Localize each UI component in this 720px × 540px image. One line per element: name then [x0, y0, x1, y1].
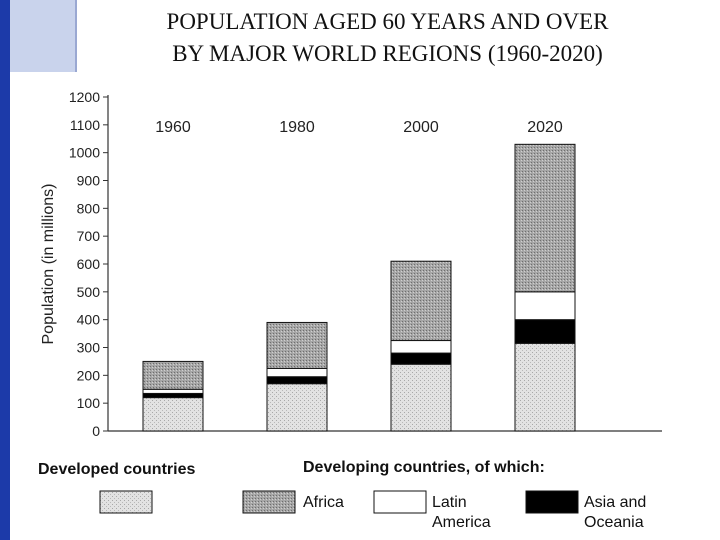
bar-segment-developed-countries	[266, 383, 328, 432]
bar-segment-latin-america	[390, 340, 452, 354]
legend-heading-developed: Developed countries	[38, 461, 195, 478]
bar-segment-developed-countries	[142, 397, 204, 432]
bar-segment-developed-countries	[514, 342, 576, 432]
year-label: 1980	[279, 119, 315, 136]
bar-segment-asia-and-oceania	[514, 319, 576, 344]
y-tick-label: 900	[77, 173, 101, 189]
y-tick-label: 200	[77, 367, 101, 383]
y-tick-label: 100	[77, 395, 101, 411]
bar-segment-asia-and-oceania	[142, 392, 204, 399]
legend-heading-developing: Developing countries, of which:	[303, 459, 545, 476]
legend-label: Asia and	[584, 494, 646, 511]
y-tick-label: 500	[77, 284, 101, 300]
bar-segment-africa	[514, 143, 576, 293]
bar-segment-asia-and-oceania	[390, 352, 452, 365]
bar-segment-latin-america	[266, 367, 328, 378]
y-tick-label: 700	[77, 228, 101, 244]
y-tick-label: 1200	[69, 89, 100, 105]
bar-segment-asia-and-oceania	[266, 376, 328, 385]
slide-accent-band	[0, 0, 10, 540]
y-tick-label: 0	[92, 423, 100, 439]
y-tick-label: 600	[77, 256, 101, 272]
legend-swatch	[99, 490, 153, 514]
year-label: 2000	[403, 119, 439, 136]
bar-segment-africa	[266, 321, 328, 369]
y-tick-label: 400	[77, 312, 101, 328]
legend-swatch	[373, 490, 427, 514]
legend-label: Latin	[432, 494, 467, 511]
y-tick-label: 1100	[70, 117, 100, 133]
legend-label: Africa	[303, 494, 344, 511]
chart-panel	[10, 72, 720, 540]
year-label: 1960	[155, 119, 191, 136]
chart-title: POPULATION AGED 60 YEARS AND OVER BY MAJ…	[75, 6, 700, 70]
bar-segment-latin-america	[514, 291, 576, 321]
year-label: 2020	[527, 119, 563, 136]
legend-swatch	[525, 490, 579, 514]
chart-title-line-2: BY MAJOR WORLD REGIONS (1960-2020)	[172, 41, 603, 66]
y-tick-label: 800	[77, 200, 101, 216]
y-tick-label: 1000	[69, 145, 100, 161]
legend-swatch	[242, 490, 296, 514]
chart-title-line-1: POPULATION AGED 60 YEARS AND OVER	[166, 9, 609, 34]
bar-segment-developed-countries	[390, 363, 452, 432]
y-tick-label: 300	[77, 340, 101, 356]
bar-segment-africa	[142, 360, 204, 390]
y-axis-label: Population (in millions)	[40, 184, 57, 345]
bar-segment-africa	[390, 260, 452, 342]
legend-label: America	[432, 514, 491, 531]
bar-segment-latin-america	[142, 388, 204, 394]
legend-label: Oceania	[584, 514, 644, 531]
slide-accent-line	[75, 0, 77, 125]
